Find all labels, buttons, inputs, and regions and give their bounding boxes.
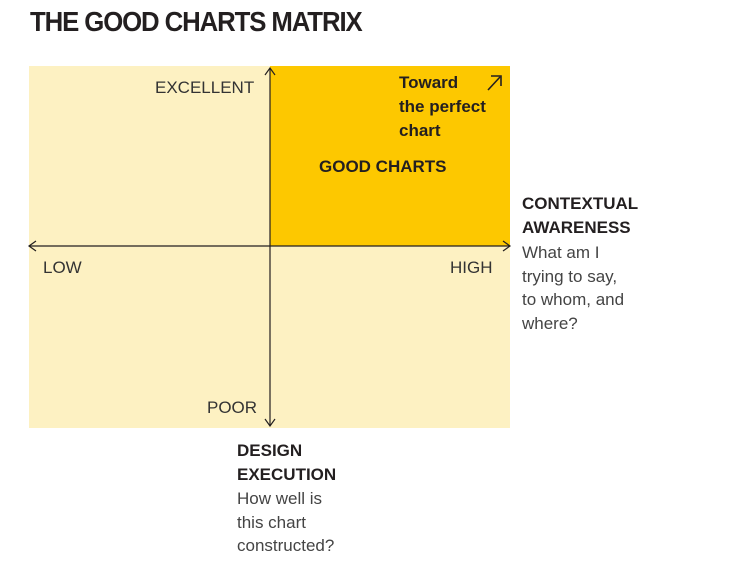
low-label: LOW: [43, 258, 82, 277]
vertical-axis-arrow-up: [264, 66, 276, 76]
toward-line-2: the perfect: [399, 97, 486, 116]
horizontal-axis-arrow-right: [502, 240, 512, 252]
x-axis-desc-line-4: where?: [522, 313, 578, 333]
diagonal-arrow-head: [491, 75, 502, 86]
horizontal-axis-arrow-left: [27, 240, 37, 252]
high-label: HIGH: [450, 258, 493, 277]
y-axis-desc-line-3: constructed?: [237, 536, 335, 555]
good-charts-quadrant: [270, 66, 510, 246]
y-axis-desc-line-2: this chart: [237, 512, 306, 532]
excellent-label: EXCELLENT: [155, 78, 255, 97]
x-axis-desc-line-1: What am I: [522, 243, 600, 262]
good-charts-label: GOOD CHARTS: [319, 157, 447, 176]
x-axis-title-line-1: CONTEXTUAL: [522, 194, 639, 213]
vertical-axis-arrow-down: [264, 418, 276, 428]
x-axis-desc-line-2: trying to say,: [522, 266, 618, 286]
toward-perfect-chart-label: Toward the perfect chart: [399, 71, 509, 143]
diagonal-arrow-line: [487, 76, 501, 91]
x-axis-description: What am I trying to say, to whom, and wh…: [522, 241, 624, 335]
y-axis-desc-line-1: How well is: [237, 489, 323, 508]
x-axis-title-line-2: AWARENESS: [522, 218, 631, 237]
y-axis-title-line-1: DESIGN: [237, 441, 303, 460]
y-axis-description: How well is this chart constructed?: [237, 487, 334, 558]
y-axis-title-line-2: EXECUTION: [237, 465, 337, 484]
toward-line-1: Toward: [399, 73, 459, 92]
toward-line-3: chart: [399, 121, 441, 140]
x-axis-desc-line-3: to whom, and: [522, 290, 625, 309]
poor-label: POOR: [207, 398, 258, 417]
page-title: THE GOOD CHARTS MATRIX: [30, 6, 363, 37]
x-axis-title: CONTEXTUAL AWARENESS: [522, 192, 638, 240]
y-axis-title: DESIGN EXECUTION: [237, 439, 336, 487]
